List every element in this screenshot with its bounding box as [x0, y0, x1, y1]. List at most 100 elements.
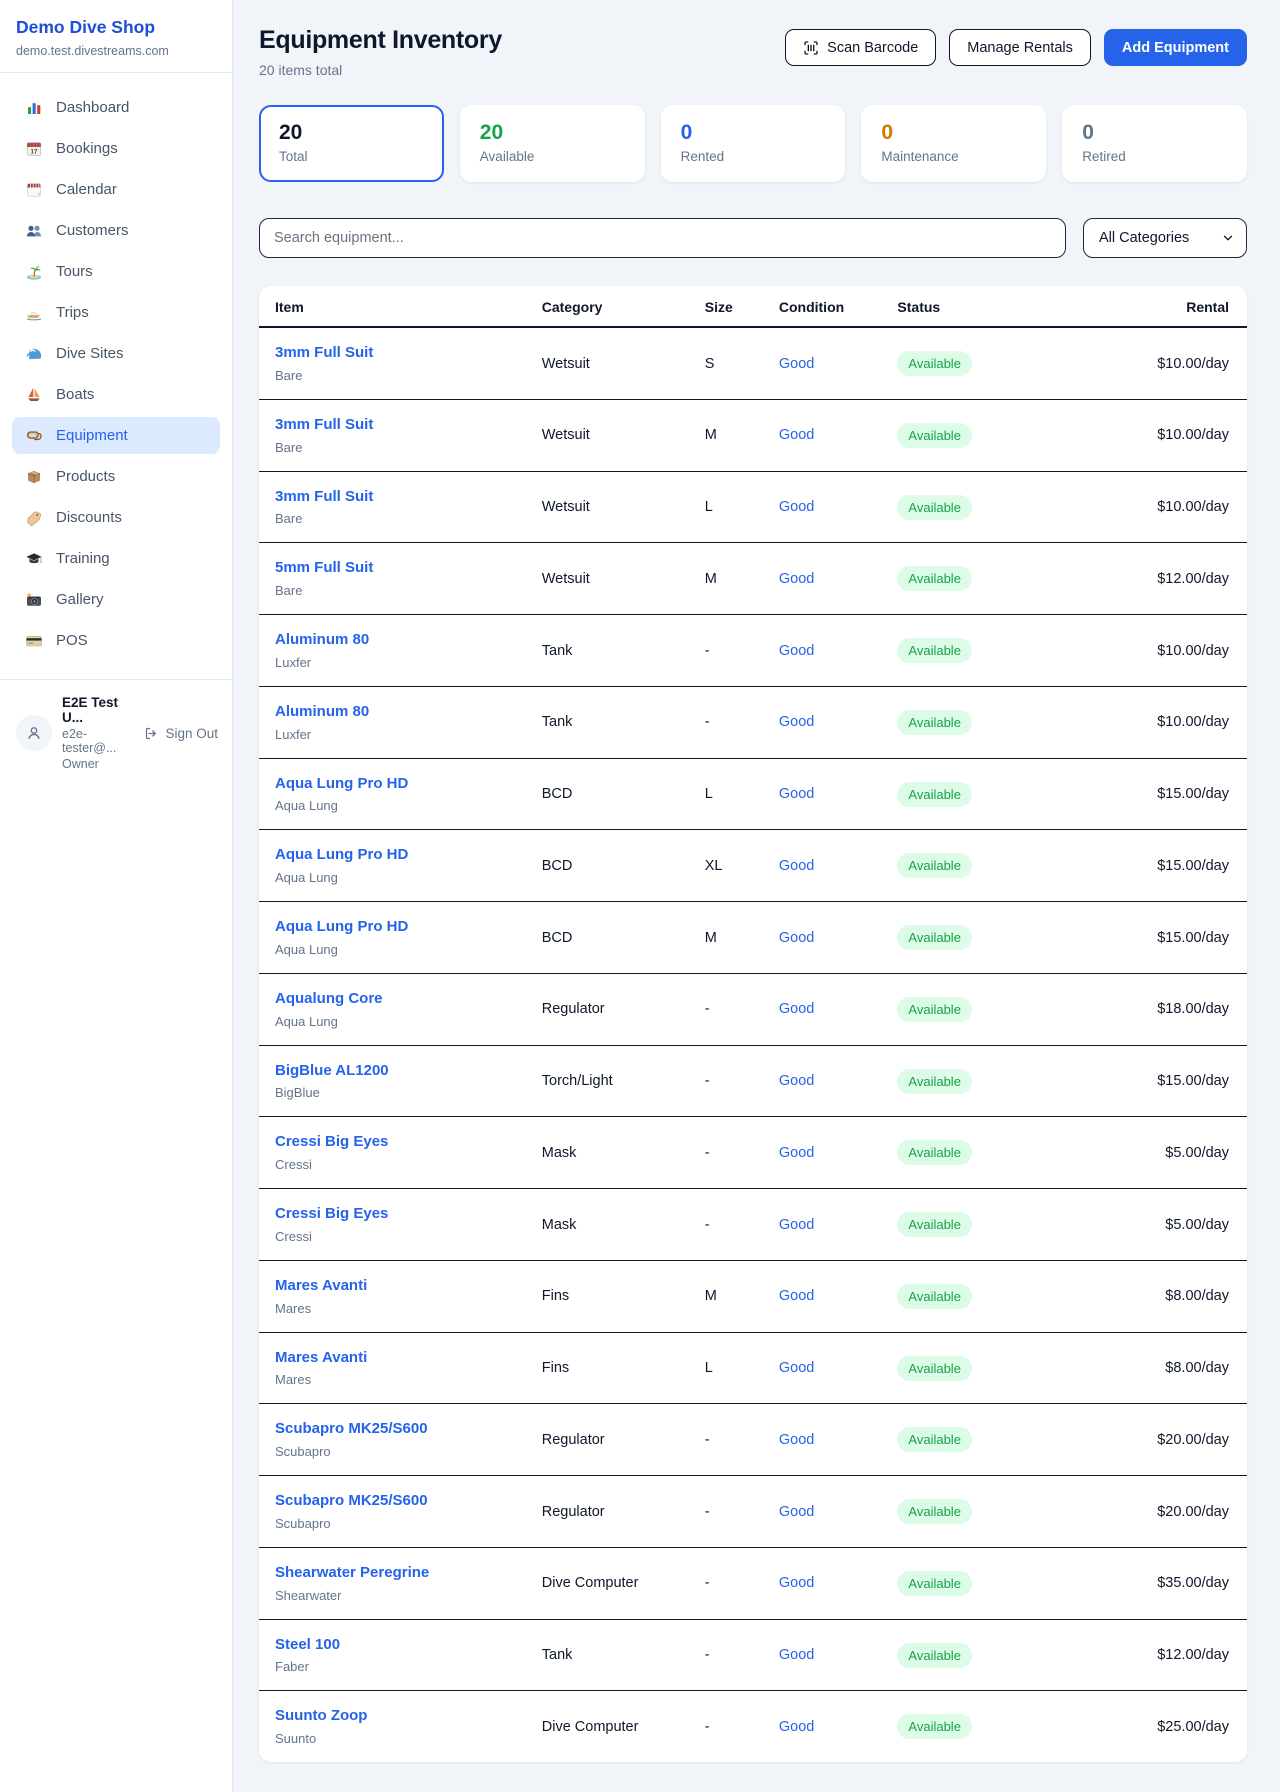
item-name-link[interactable]: Shearwater Peregrine — [275, 1563, 430, 1581]
item-name-link[interactable]: Aqua Lung Pro HD — [275, 918, 409, 936]
sign-out-button[interactable]: Sign Out — [144, 726, 218, 741]
status-badge: Available — [897, 1355, 972, 1381]
item-name-link[interactable]: 5mm Full Suit — [275, 559, 374, 577]
scan-barcode-button[interactable]: Scan Barcode — [785, 29, 937, 66]
item-name-link[interactable]: Suunto Zoop — [275, 1707, 368, 1725]
item-brand: Scubapro — [275, 1515, 331, 1531]
search-input[interactable] — [259, 218, 1066, 259]
condition-link[interactable]: Good — [778, 570, 815, 587]
condition-link[interactable]: Good — [778, 499, 815, 516]
sidebar-item-dive-sites[interactable]: Dive Sites — [12, 335, 220, 372]
status-badge: Available — [897, 1068, 972, 1094]
sidebar-item-tours[interactable]: Tours — [12, 253, 220, 290]
sidebar-item-pos[interactable]: POS — [12, 622, 220, 659]
stat-card-retired[interactable]: 0 Retired — [1062, 105, 1247, 183]
stat-value: 20 — [479, 121, 504, 144]
item-name-link[interactable]: Scubapro MK25/S600 — [275, 1420, 428, 1438]
item-name-link[interactable]: Aluminum 80 — [275, 631, 370, 649]
status-badge: Available — [897, 1714, 972, 1740]
item-brand: Bare — [275, 511, 303, 527]
header-actions: Scan Barcode Manage Rentals Add Equipmen… — [785, 29, 1247, 66]
item-size: XL — [688, 829, 763, 903]
item-brand: Cressi — [275, 1228, 312, 1244]
stat-card-available[interactable]: 20 Available — [459, 105, 645, 183]
brand-block: Demo Dive Shop demo.test.divestreams.com — [0, 0, 232, 73]
item-name-link[interactable]: Scubapro MK25/S600 — [275, 1492, 428, 1510]
condition-link[interactable]: Good — [778, 1647, 815, 1664]
item-name-link[interactable]: 3mm Full Suit — [275, 415, 374, 433]
sidebar-item-training[interactable]: Training — [12, 540, 220, 577]
item-name-link[interactable]: Mares Avanti — [275, 1348, 368, 1366]
category-filter-value: All Categories — [1099, 230, 1190, 247]
condition-link[interactable]: Good — [778, 1575, 815, 1592]
item-name-link[interactable]: Aqua Lung Pro HD — [275, 846, 409, 864]
condition-link[interactable]: Good — [778, 857, 815, 874]
item-size: - — [688, 686, 763, 759]
condition-link[interactable]: Good — [778, 1288, 815, 1305]
condition-link[interactable]: Good — [778, 1216, 815, 1233]
item-size: - — [704, 1718, 710, 1735]
item-category: Tank — [525, 1619, 689, 1692]
page-title: Equipment Inventory — [259, 26, 502, 54]
rental-price: $10.00/day — [1049, 327, 1247, 400]
item-name-link[interactable]: Aluminum 80 — [275, 702, 370, 720]
stat-card-total[interactable]: 20 Total — [259, 105, 444, 183]
condition-link[interactable]: Good — [778, 1431, 815, 1448]
add-equipment-button[interactable]: Add Equipment — [1103, 29, 1247, 66]
condition-link[interactable]: Good — [778, 786, 815, 803]
condition-link[interactable]: Good — [778, 355, 815, 372]
status-badge: Available — [897, 1642, 972, 1668]
stat-value: 0 — [680, 121, 693, 144]
condition-link[interactable]: Good — [778, 1073, 815, 1090]
sidebar-item-customers[interactable]: Customers — [12, 212, 220, 249]
column-header-rental: Rental — [1049, 286, 1247, 329]
brand-name[interactable]: Demo Dive Shop — [16, 17, 156, 37]
user-email: e2e-tester@... — [62, 727, 117, 755]
sidebar-item-bookings[interactable]: 17 Bookings — [12, 130, 220, 167]
item-name-link[interactable]: BigBlue AL1200 — [275, 1061, 389, 1079]
sidebar-item-dashboard[interactable]: Dashboard — [12, 89, 220, 126]
item-name-link[interactable]: 3mm Full Suit — [275, 487, 374, 505]
filters-row: All Categories — [259, 218, 1247, 259]
item-name-link[interactable]: Cressi Big Eyes — [275, 1133, 389, 1151]
rental-price: $10.00/day — [1049, 686, 1247, 759]
item-name-link[interactable]: Steel 100 — [275, 1635, 341, 1653]
manage-rentals-button[interactable]: Manage Rentals — [949, 29, 1091, 66]
item-size: M — [688, 1260, 763, 1333]
item-name-link[interactable]: Aqualung Core — [275, 989, 383, 1007]
condition-link[interactable]: Good — [778, 1718, 815, 1735]
sidebar-item-products[interactable]: Products — [12, 458, 220, 495]
item-size: M — [688, 901, 763, 974]
item-name-link[interactable]: Aqua Lung Pro HD — [275, 774, 409, 792]
sidebar-item-discounts[interactable]: Discounts — [12, 499, 220, 536]
item-name-link[interactable]: 3mm Full Suit — [275, 344, 374, 362]
condition-link[interactable]: Good — [778, 714, 815, 731]
stat-value: 0 — [1082, 121, 1094, 144]
condition-link[interactable]: Good — [778, 1360, 815, 1377]
sidebar-item-boats[interactable]: Boats — [12, 376, 220, 413]
user-info: E2E Test U... e2e-tester@... Owner — [62, 695, 134, 771]
condition-link[interactable]: Good — [778, 929, 815, 946]
stat-card-maintenance[interactable]: 0 Maintenance — [861, 105, 1047, 183]
item-size: M — [688, 399, 763, 472]
condition-link[interactable]: Good — [778, 1001, 815, 1018]
category-filter-dropdown[interactable]: All Categories — [1083, 218, 1247, 259]
table-row: Aluminum 80 Luxfer Tank - Good Available… — [259, 686, 1247, 759]
table-row: Mares Avanti Mares Fins L Good Available… — [259, 1332, 1247, 1405]
sidebar-item-equipment[interactable]: Equipment — [12, 417, 220, 454]
sidebar-item-gallery[interactable]: Gallery — [12, 581, 220, 618]
sidebar-item-calendar[interactable]: Calendar — [12, 171, 220, 208]
item-size: - — [688, 1619, 763, 1692]
item-category: Fins — [525, 1260, 689, 1333]
item-name-link[interactable]: Mares Avanti — [275, 1276, 368, 1294]
condition-link[interactable]: Good — [778, 427, 815, 444]
stat-card-rented[interactable]: 0 Rented — [660, 105, 846, 183]
item-category: Wetsuit — [525, 327, 689, 400]
condition-link[interactable]: Good — [778, 642, 815, 659]
condition-link[interactable]: Good — [778, 1503, 815, 1520]
stat-value: 0 — [881, 121, 894, 144]
item-name-link[interactable]: Cressi Big Eyes — [275, 1205, 389, 1223]
item-brand: Suunto — [275, 1731, 317, 1747]
sidebar-item-trips[interactable]: Trips — [12, 294, 220, 331]
condition-link[interactable]: Good — [778, 1144, 815, 1161]
